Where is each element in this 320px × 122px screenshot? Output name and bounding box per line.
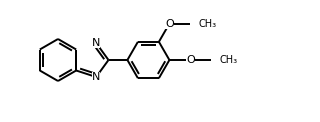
Text: O: O xyxy=(186,55,195,65)
Text: N: N xyxy=(92,72,100,82)
Text: CH₃: CH₃ xyxy=(220,55,237,65)
Text: N: N xyxy=(92,38,100,48)
Text: O: O xyxy=(165,19,174,29)
Text: CH₃: CH₃ xyxy=(198,19,217,29)
